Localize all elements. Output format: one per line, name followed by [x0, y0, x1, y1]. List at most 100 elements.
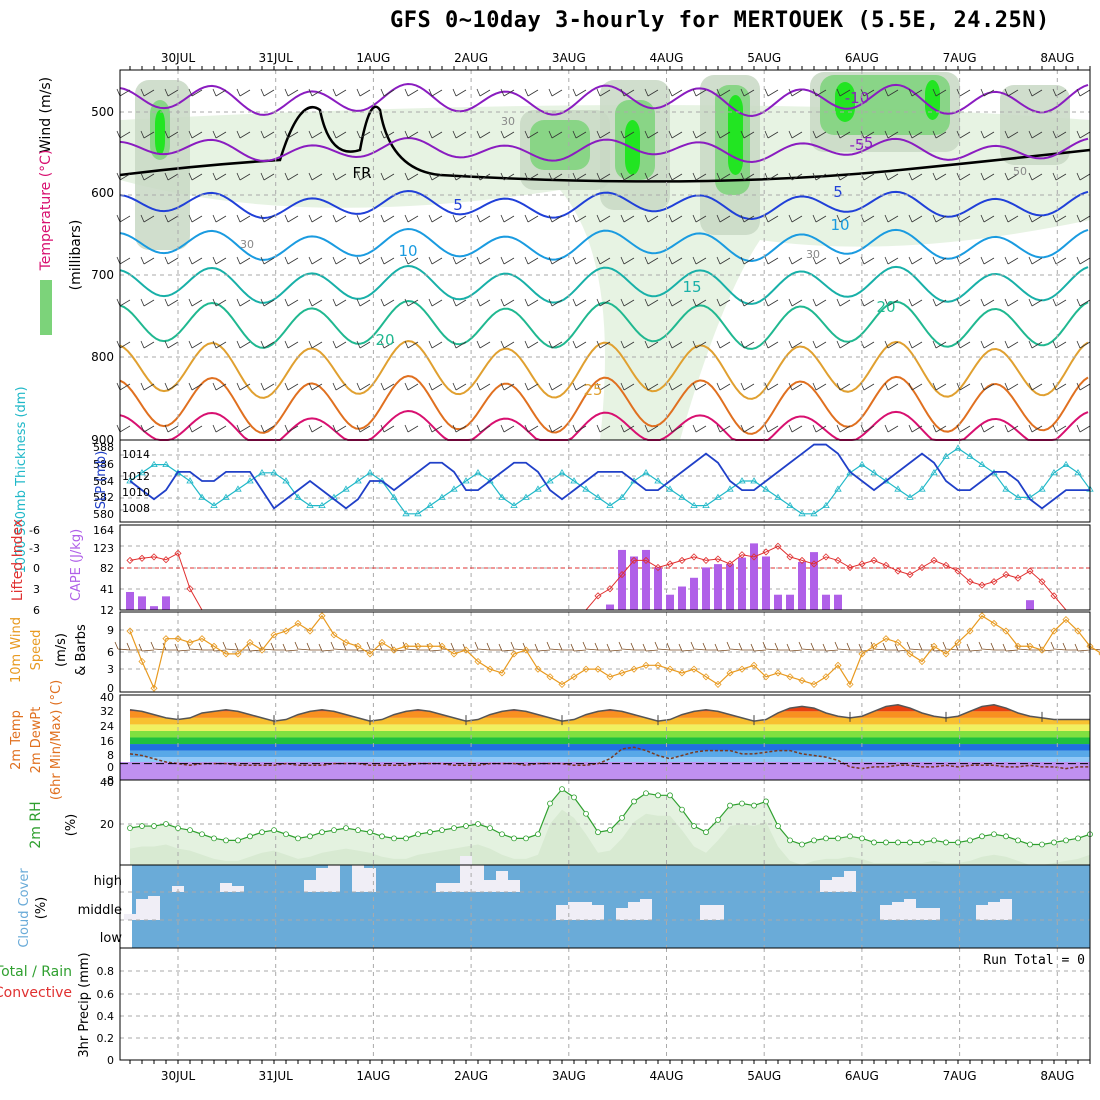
wind-barb: [524, 214, 539, 223]
wind-barb: [404, 130, 419, 139]
li-data-point: [630, 556, 638, 564]
rh-shading-patch: [155, 110, 165, 155]
wind-barb: [572, 172, 587, 181]
thickness-data-point: [570, 477, 578, 484]
wind-barb: [788, 172, 803, 181]
cape-bar: [810, 552, 818, 610]
wind-barb: [788, 424, 803, 433]
wind-barb-10m: [318, 643, 335, 652]
wind-barb: [548, 88, 563, 97]
wind-barb: [356, 130, 371, 139]
wind-barb-10m: [534, 643, 551, 652]
wind-barb: [524, 130, 539, 139]
li-data-point: [966, 578, 974, 586]
wind-barb: [140, 88, 155, 97]
rh-shading-patch: [1000, 85, 1070, 165]
wind-barb-10m: [222, 641, 239, 651]
rh-2m-data-point: [391, 835, 397, 842]
wind-barb: [788, 298, 803, 307]
wind-barb: [428, 424, 443, 433]
thickness-series-line: [129, 447, 1091, 515]
wind-speed-data-point: [918, 657, 926, 666]
wind-barb: [308, 340, 323, 349]
wind-barb: [908, 88, 923, 97]
thickness-data-point: [210, 501, 218, 508]
wind-barb: [404, 424, 419, 433]
y-tick-cape: 82: [100, 562, 114, 575]
wind-barb: [1076, 172, 1091, 181]
date-label-top: 31JUL: [259, 51, 294, 65]
wind-speed-data-point: [1014, 642, 1022, 650]
contour-label: FR: [352, 164, 371, 182]
rh-2m-data-point: [1075, 835, 1081, 842]
wind-barb: [716, 172, 731, 181]
wind-barb: [788, 382, 803, 391]
wind-speed-data-point: [222, 650, 230, 658]
wind-barb: [356, 172, 371, 181]
thickness-data-point: [750, 477, 758, 484]
y-tick-precip: 0.4: [97, 1010, 115, 1023]
wind-barb-10m: [510, 641, 527, 651]
thickness-data-point: [150, 460, 158, 467]
wind-speed-data-point: [294, 619, 302, 627]
date-label-top: 5AUG: [747, 51, 781, 65]
wind-barb: [236, 382, 251, 391]
rh-2m-data-point: [247, 833, 253, 840]
y-tick-li: -6: [29, 524, 40, 537]
wind-barb: [644, 88, 659, 97]
wind-barb: [476, 130, 491, 139]
wind-barb: [332, 298, 347, 307]
wind-barb-10m: [558, 642, 574, 651]
cape-bar: [702, 567, 710, 610]
thickness-data-point: [294, 493, 302, 500]
thickness-data-point: [366, 469, 374, 476]
wind-barb: [740, 382, 755, 391]
wind-barb-10m: [126, 642, 142, 651]
cloud-high-bar: [328, 865, 340, 892]
li-data-point: [678, 556, 686, 564]
thickness-data-point: [402, 510, 410, 517]
slp-series-line: [129, 443, 1090, 510]
wind-speed-data-point: [402, 642, 410, 650]
wind-barb: [884, 130, 899, 139]
temp-contour-minus10: [119, 83, 1089, 117]
thickness-data-point: [126, 477, 134, 484]
wind-barb: [1004, 214, 1019, 223]
thickness-data-point: [582, 485, 590, 492]
date-label-top: 6AUG: [845, 51, 879, 65]
wind-barb: [692, 214, 707, 223]
y-axis-label-2m-rh: 2m RH: [28, 801, 44, 848]
wind-barb: [764, 340, 779, 349]
wind-barb-10m: [114, 641, 131, 651]
rh-2m-data-point: [991, 831, 997, 838]
wind-barb-10m: [474, 641, 491, 651]
wind-barb: [452, 382, 467, 391]
wind-barb: [860, 424, 875, 433]
rh-2m-data-point: [835, 835, 841, 842]
y-axis-label-2m-dewpt: 2m DewPt: [29, 707, 44, 774]
dewpoint-2m-series-line: [129, 746, 1090, 770]
cape-bar: [150, 606, 158, 610]
wind-barb: [140, 424, 155, 433]
wind-speed-data-point: [162, 635, 170, 643]
wind-barb-10m: [822, 643, 839, 652]
temp-contour-10: [119, 228, 1089, 262]
precip-label-convective: Convective: [0, 985, 72, 1001]
temp-contour-20: [119, 300, 1089, 350]
thickness-data-point: [834, 485, 842, 492]
li-data-point: [174, 549, 182, 557]
y-tick-thickness: 584: [93, 475, 114, 488]
wind-barb: [692, 256, 707, 265]
contour-label: 5: [453, 196, 463, 214]
wind-barb: [644, 214, 659, 223]
date-label-top: 1AUG: [356, 51, 390, 65]
wind-barb: [1076, 88, 1091, 97]
wind-barb: [1028, 340, 1043, 349]
wind-barb: [260, 130, 275, 139]
cape-bar: [690, 577, 698, 610]
wind-barb-10m: [234, 642, 250, 651]
wind-barb: [140, 340, 155, 349]
wind-barb: [812, 382, 827, 391]
wind-speed-data-point: [858, 650, 866, 658]
wind-barb: [884, 172, 899, 181]
